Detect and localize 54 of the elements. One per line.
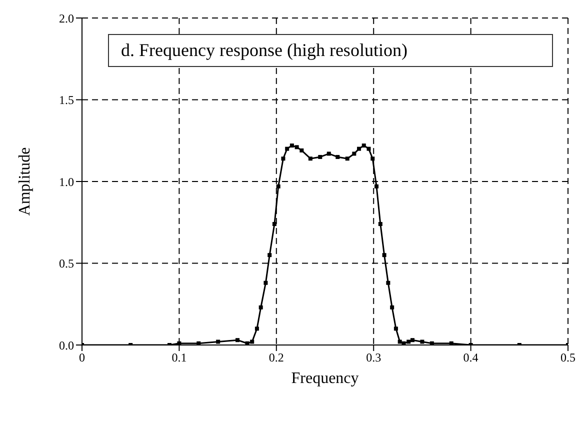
x-tick-label: 0.4 bbox=[463, 350, 478, 365]
point bbox=[406, 340, 411, 344]
y-tick-label: 0.0 bbox=[59, 338, 74, 352]
point bbox=[336, 154, 340, 159]
point bbox=[430, 341, 434, 345]
x-tick-label: 0 bbox=[79, 350, 85, 365]
point bbox=[352, 152, 356, 156]
y-axis-title: Amplitude bbox=[16, 147, 34, 216]
text-frame: d. Frequency response (high resolution) bbox=[108, 34, 553, 67]
point bbox=[366, 146, 371, 151]
point bbox=[258, 305, 263, 310]
point bbox=[196, 341, 201, 345]
point bbox=[216, 340, 220, 344]
point bbox=[382, 253, 386, 258]
point bbox=[281, 156, 286, 161]
x-axis-title: Frequency bbox=[291, 370, 359, 387]
point bbox=[294, 145, 299, 150]
point bbox=[420, 340, 424, 344]
point bbox=[378, 222, 382, 226]
point bbox=[398, 340, 402, 344]
point bbox=[449, 341, 454, 345]
point bbox=[285, 146, 290, 151]
point bbox=[345, 156, 350, 161]
point bbox=[300, 148, 304, 152]
point bbox=[318, 154, 322, 159]
point bbox=[410, 338, 414, 342]
point bbox=[390, 305, 394, 310]
point bbox=[276, 184, 280, 188]
point bbox=[370, 156, 375, 161]
point bbox=[402, 341, 406, 345]
point bbox=[245, 341, 250, 345]
point bbox=[326, 152, 331, 156]
point bbox=[308, 156, 312, 161]
point bbox=[386, 280, 390, 285]
point bbox=[236, 338, 240, 342]
y-tick-label: 1.0 bbox=[59, 174, 74, 189]
x-tick-label: 0.3 bbox=[366, 350, 382, 365]
point bbox=[254, 326, 259, 331]
y-tick-label: 2.0 bbox=[59, 11, 74, 26]
point bbox=[177, 341, 182, 345]
x-tick-label: 0.2 bbox=[268, 350, 284, 365]
point bbox=[250, 340, 254, 344]
point bbox=[357, 146, 362, 151]
point bbox=[362, 144, 366, 148]
point bbox=[394, 326, 398, 331]
point bbox=[268, 253, 272, 258]
point bbox=[290, 144, 294, 148]
x-tick-label: 0.1 bbox=[172, 350, 187, 365]
y-tick-label: 1.5 bbox=[59, 93, 74, 108]
y-tick-label: 0.5 bbox=[59, 256, 74, 271]
point bbox=[264, 280, 268, 285]
point bbox=[272, 222, 276, 226]
point bbox=[374, 184, 379, 188]
x-tick-label: 0.5 bbox=[560, 350, 576, 365]
